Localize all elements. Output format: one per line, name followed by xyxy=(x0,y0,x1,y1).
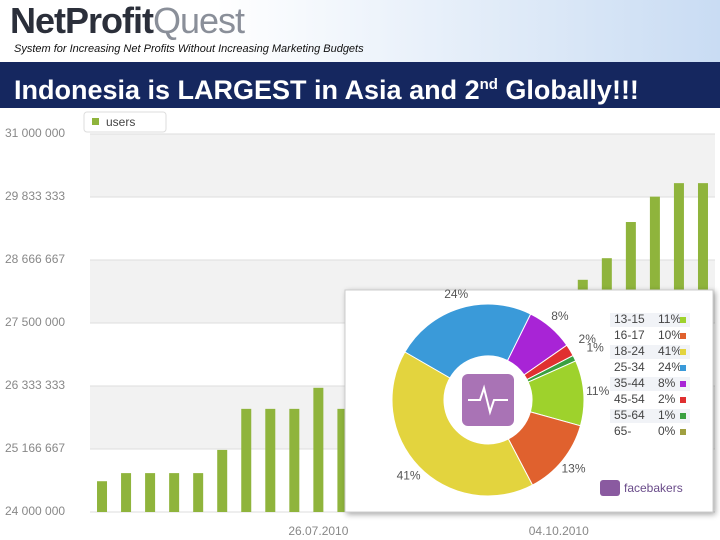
tagline: System for Increasing Net Profits Withou… xyxy=(14,43,364,55)
donut-segment xyxy=(404,303,532,379)
title-bar: Indonesia is LARGEST in Asia and 2nd Glo… xyxy=(0,62,720,108)
bar xyxy=(265,408,276,512)
chart: 24 000 000 25 166 667 26 333 333 27 500 000… xyxy=(5,111,715,538)
y-tick-label: 24 000 000 xyxy=(5,504,65,518)
legend-label: users xyxy=(106,115,135,129)
title-sup: nd xyxy=(479,76,498,93)
table-row xyxy=(610,345,690,359)
logo-light: Quest xyxy=(153,0,245,41)
table-swatch xyxy=(680,413,686,419)
donut-label: 8% xyxy=(551,309,569,323)
logo: NetProfitQuest xyxy=(10,0,245,42)
bar xyxy=(97,481,108,512)
bar xyxy=(313,387,324,512)
table-swatch xyxy=(680,429,686,435)
y-tick-label: 29 833 333 xyxy=(5,189,65,203)
bar xyxy=(217,449,228,512)
table-age: 55-64 xyxy=(614,408,645,422)
legend-box xyxy=(83,111,167,133)
table-pct: 41% xyxy=(658,344,682,358)
table-row xyxy=(610,409,690,423)
donut-label: 11% xyxy=(586,384,609,398)
title-end: Globally!!! xyxy=(497,75,639,105)
table-pct: 11% xyxy=(658,312,681,326)
table-age: 13-15 xyxy=(614,312,645,326)
table-swatch xyxy=(680,333,686,339)
table-age: 25-34 xyxy=(614,360,645,374)
y-tick-label: 25 166 667 xyxy=(5,441,65,455)
donut-label: 24% xyxy=(444,287,468,301)
table-row xyxy=(610,329,690,343)
table-age: 35-44 xyxy=(614,376,645,390)
bar xyxy=(193,473,204,512)
table-pct: 10% xyxy=(658,328,682,342)
inset-logo: facebakers xyxy=(624,481,683,495)
y-tick-label: 26 333 333 xyxy=(5,378,65,392)
donut-label: 2% xyxy=(579,332,597,346)
table-pct: 2% xyxy=(658,392,676,406)
center-icon-line xyxy=(468,384,508,416)
donut-label: 1% xyxy=(586,340,604,354)
bar xyxy=(337,408,348,512)
bar xyxy=(241,408,252,512)
legend-swatch xyxy=(92,118,99,125)
table-swatch xyxy=(680,381,686,387)
table-age: 16-17 xyxy=(614,328,645,342)
bar xyxy=(121,473,132,512)
table-row xyxy=(610,377,690,391)
donut-segment xyxy=(391,351,534,497)
header: NetProfitQuest System for Increasing Net… xyxy=(0,0,720,62)
inset: 24%8%2%1%11%13%41%13-15 11%16-17 10%18-24 4… xyxy=(344,287,714,513)
table-swatch xyxy=(680,349,686,355)
table-row xyxy=(610,361,690,375)
table-swatch xyxy=(680,317,686,323)
logo-icon xyxy=(600,480,620,496)
x-tick-label: 26.07.2010 xyxy=(288,524,348,538)
table-swatch xyxy=(680,397,686,403)
table-row xyxy=(610,313,690,327)
bar xyxy=(289,408,300,512)
y-tick-label: 27 500 000 xyxy=(5,315,65,329)
y-tick-label: 31 000 000 xyxy=(5,126,65,140)
bar xyxy=(169,473,180,512)
table-age: 65- xyxy=(614,424,631,438)
donut-label: 13% xyxy=(561,461,585,475)
table-pct: 1% xyxy=(658,408,676,422)
table-swatch xyxy=(680,365,686,371)
table-age: 18-24 xyxy=(614,344,645,358)
bar xyxy=(145,473,156,512)
donut-label: 41% xyxy=(397,468,421,482)
table-row xyxy=(610,393,690,407)
table-pct: 0% xyxy=(658,424,676,438)
table-age: 45-54 xyxy=(614,392,645,406)
y-tick-label: 28 666 667 xyxy=(5,252,65,266)
table-row xyxy=(610,425,690,439)
table-pct: 8% xyxy=(658,376,676,390)
table-pct: 24% xyxy=(658,360,682,374)
logo-bold: NetProfit xyxy=(10,0,154,41)
x-tick-label: 04.10.2010 xyxy=(529,524,589,538)
title: Indonesia is LARGEST in Asia and 2 xyxy=(14,75,480,105)
grid-band xyxy=(90,134,715,198)
